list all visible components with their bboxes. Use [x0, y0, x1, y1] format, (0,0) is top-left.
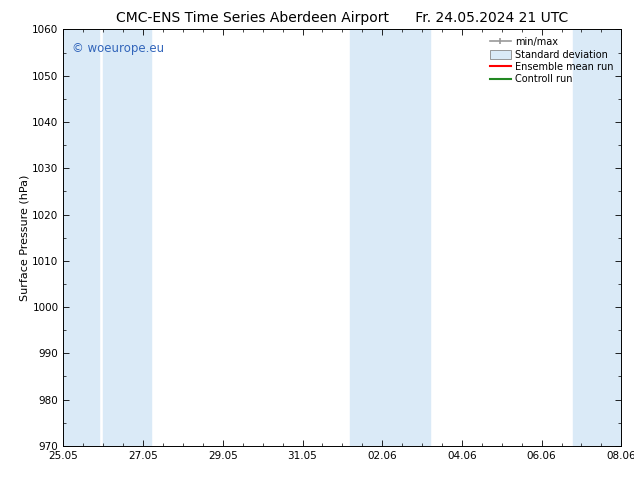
- Title: CMC-ENS Time Series Aberdeen Airport      Fr. 24.05.2024 21 UTC: CMC-ENS Time Series Aberdeen Airport Fr.…: [116, 11, 569, 25]
- Bar: [103, 29, 151, 446]
- Y-axis label: Surface Pressure (hPa): Surface Pressure (hPa): [20, 174, 30, 301]
- Bar: [63, 29, 100, 446]
- Bar: [351, 29, 430, 446]
- Legend: min/max, Standard deviation, Ensemble mean run, Controll run: min/max, Standard deviation, Ensemble me…: [487, 34, 616, 87]
- Bar: [574, 29, 621, 446]
- Text: © woeurope.eu: © woeurope.eu: [72, 42, 164, 55]
